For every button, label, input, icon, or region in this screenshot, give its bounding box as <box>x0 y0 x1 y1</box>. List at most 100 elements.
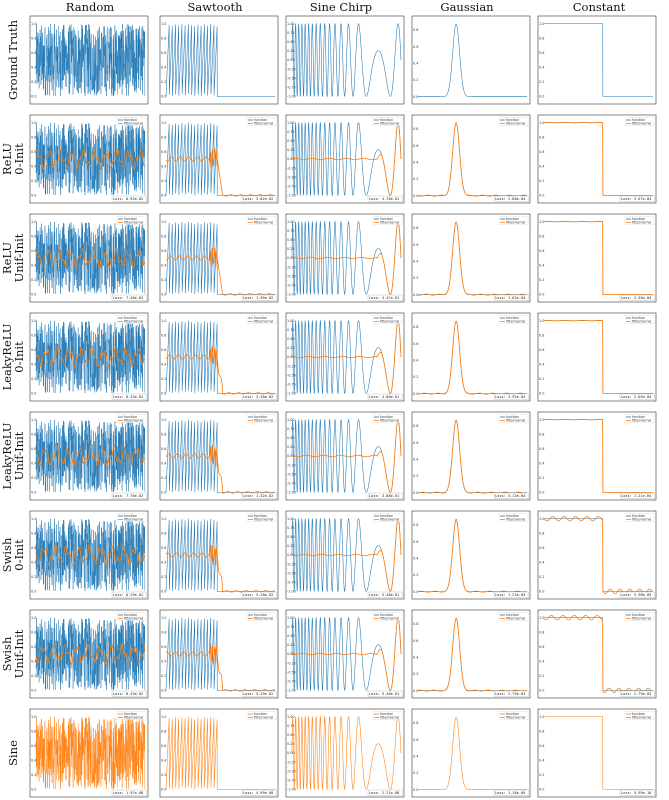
y-tick-label: 0.2 <box>539 278 544 282</box>
y-tick-label: 0.6 <box>413 639 418 643</box>
y-tick-label: 1.0 <box>31 220 36 224</box>
y-tick-label: 0.6 <box>413 243 418 247</box>
y-tick-label: 0.2 <box>161 179 166 183</box>
y-tick-label: 0.8 <box>161 135 166 139</box>
y-tick-label: 0.8 <box>31 729 36 733</box>
y-tick-label: 0.4 <box>161 164 166 168</box>
y-tick-label: 0.00 <box>287 58 295 62</box>
legend-label-function: function <box>124 217 137 221</box>
loss-box <box>367 393 403 400</box>
loss-label: Loss: 2.79e-03 <box>495 692 525 696</box>
y-tick-label: 0.00 <box>287 256 295 260</box>
y-tick-label: 0.8 <box>539 333 544 337</box>
y-tick-label: 0.6 <box>31 744 36 748</box>
y-tick-label: 1.0 <box>161 319 166 323</box>
y-tick-label: -0.75 <box>287 85 296 89</box>
y-tick-label: 0.6 <box>539 645 544 649</box>
legend-label-fitted: fitted kernel <box>380 518 399 522</box>
loss-label: Loss: 1.97e-08 <box>113 791 143 795</box>
y-tick-label: 1.0 <box>539 220 544 224</box>
y-tick-label: 0.6 <box>161 51 166 55</box>
legend-box <box>498 216 529 225</box>
function-series-line <box>35 23 146 97</box>
loss-label: Loss: 4.47e-01 <box>369 296 399 300</box>
y-tick-label: 0.2 <box>413 177 418 181</box>
y-tick-label: 0.6 <box>31 645 36 649</box>
y-tick-label: 0.75 <box>287 31 295 35</box>
y-tick-label: 0.75 <box>287 625 295 629</box>
panel-frame <box>411 609 531 699</box>
loss-box <box>111 492 147 499</box>
loss-box <box>493 789 529 796</box>
legend-label-fitted: fitted kernel <box>124 518 143 522</box>
loss-box <box>367 591 403 598</box>
loss-label: Loss: 8.29e-02 <box>113 692 143 696</box>
y-tick-label: 0.2 <box>161 278 166 282</box>
y-tick-label: 1.00 <box>287 220 295 224</box>
y-tick-label: 0.0 <box>161 194 166 198</box>
legend-box <box>624 711 655 720</box>
y-tick-label: 0.25 <box>287 742 295 746</box>
y-tick-label: 0.6 <box>31 348 36 352</box>
loss-label: Loss: 2.56e-04 <box>621 296 651 300</box>
y-tick-label: 0.0 <box>539 194 544 198</box>
legend-box <box>372 315 403 324</box>
y-tick-label: -1.00 <box>287 491 296 495</box>
y-tick-label: 0.6 <box>413 45 418 49</box>
loss-label: Loss: 3.28e-02 <box>243 395 273 399</box>
legend-box <box>246 315 277 324</box>
y-tick-label: 1.0 <box>161 220 166 224</box>
y-tick-label: -0.50 <box>287 769 296 773</box>
y-tick-label: 0.8 <box>31 234 36 238</box>
y-tick-label: 0.2 <box>413 375 418 379</box>
y-tick-label: 0.2 <box>539 80 544 84</box>
panel-ground-truth-gaussian: 0.0 0.2 0.4 0.6 0.8 <box>411 15 531 105</box>
y-tick-label: 1.0 <box>31 418 36 422</box>
legend-label-fitted: fitted kernel <box>380 617 399 621</box>
fitted-kernel-series-line <box>165 444 276 494</box>
legend-box <box>246 612 277 621</box>
y-tick-label: 0.4 <box>161 461 166 465</box>
y-tick-label: 0.2 <box>413 276 418 280</box>
legend-label-fitted: fitted kernel <box>632 419 651 423</box>
y-tick-label: 0.6 <box>161 249 166 253</box>
y-tick-label: 0.8 <box>31 630 36 634</box>
legend-box <box>624 414 655 423</box>
loss-box <box>241 591 277 598</box>
y-tick-label: 0.4 <box>539 263 544 267</box>
y-tick-label: 0.75 <box>287 328 295 332</box>
y-tick-label: 0.8 <box>31 531 36 535</box>
y-tick-label: 0.2 <box>31 179 36 183</box>
row-header-line: Swish <box>0 537 14 572</box>
loss-box <box>493 195 529 202</box>
y-tick-label: 0.6 <box>413 342 418 346</box>
loss-box <box>241 294 277 301</box>
y-tick-label: -0.25 <box>287 562 296 566</box>
loss-label: Loss: 3.67e-04 <box>621 197 651 201</box>
y-tick-label: 0.2 <box>539 773 544 777</box>
legend-label-function: function <box>254 316 267 320</box>
panel-frame <box>159 15 279 105</box>
legend-label-function: function <box>380 118 393 122</box>
legend-box <box>116 513 147 522</box>
panel-frame <box>159 510 279 600</box>
legend-box <box>372 117 403 126</box>
function-series-line <box>165 518 275 592</box>
y-tick-label: 0.00 <box>287 355 295 359</box>
y-tick-label: 0.8 <box>161 630 166 634</box>
function-series-line <box>165 122 275 196</box>
y-tick-label: 0.25 <box>287 49 295 53</box>
legend-box <box>116 117 147 126</box>
function-series-line <box>291 715 402 791</box>
column-header-sine-chirp: Sine Chirp <box>310 0 372 14</box>
fitted-kernel-series-line <box>417 221 528 296</box>
loss-box <box>619 393 655 400</box>
fitted-kernel-series-line <box>291 518 402 592</box>
loss-label: Loss: 3.82e-02 <box>243 197 273 201</box>
fitted-kernel-series-line <box>291 617 402 691</box>
